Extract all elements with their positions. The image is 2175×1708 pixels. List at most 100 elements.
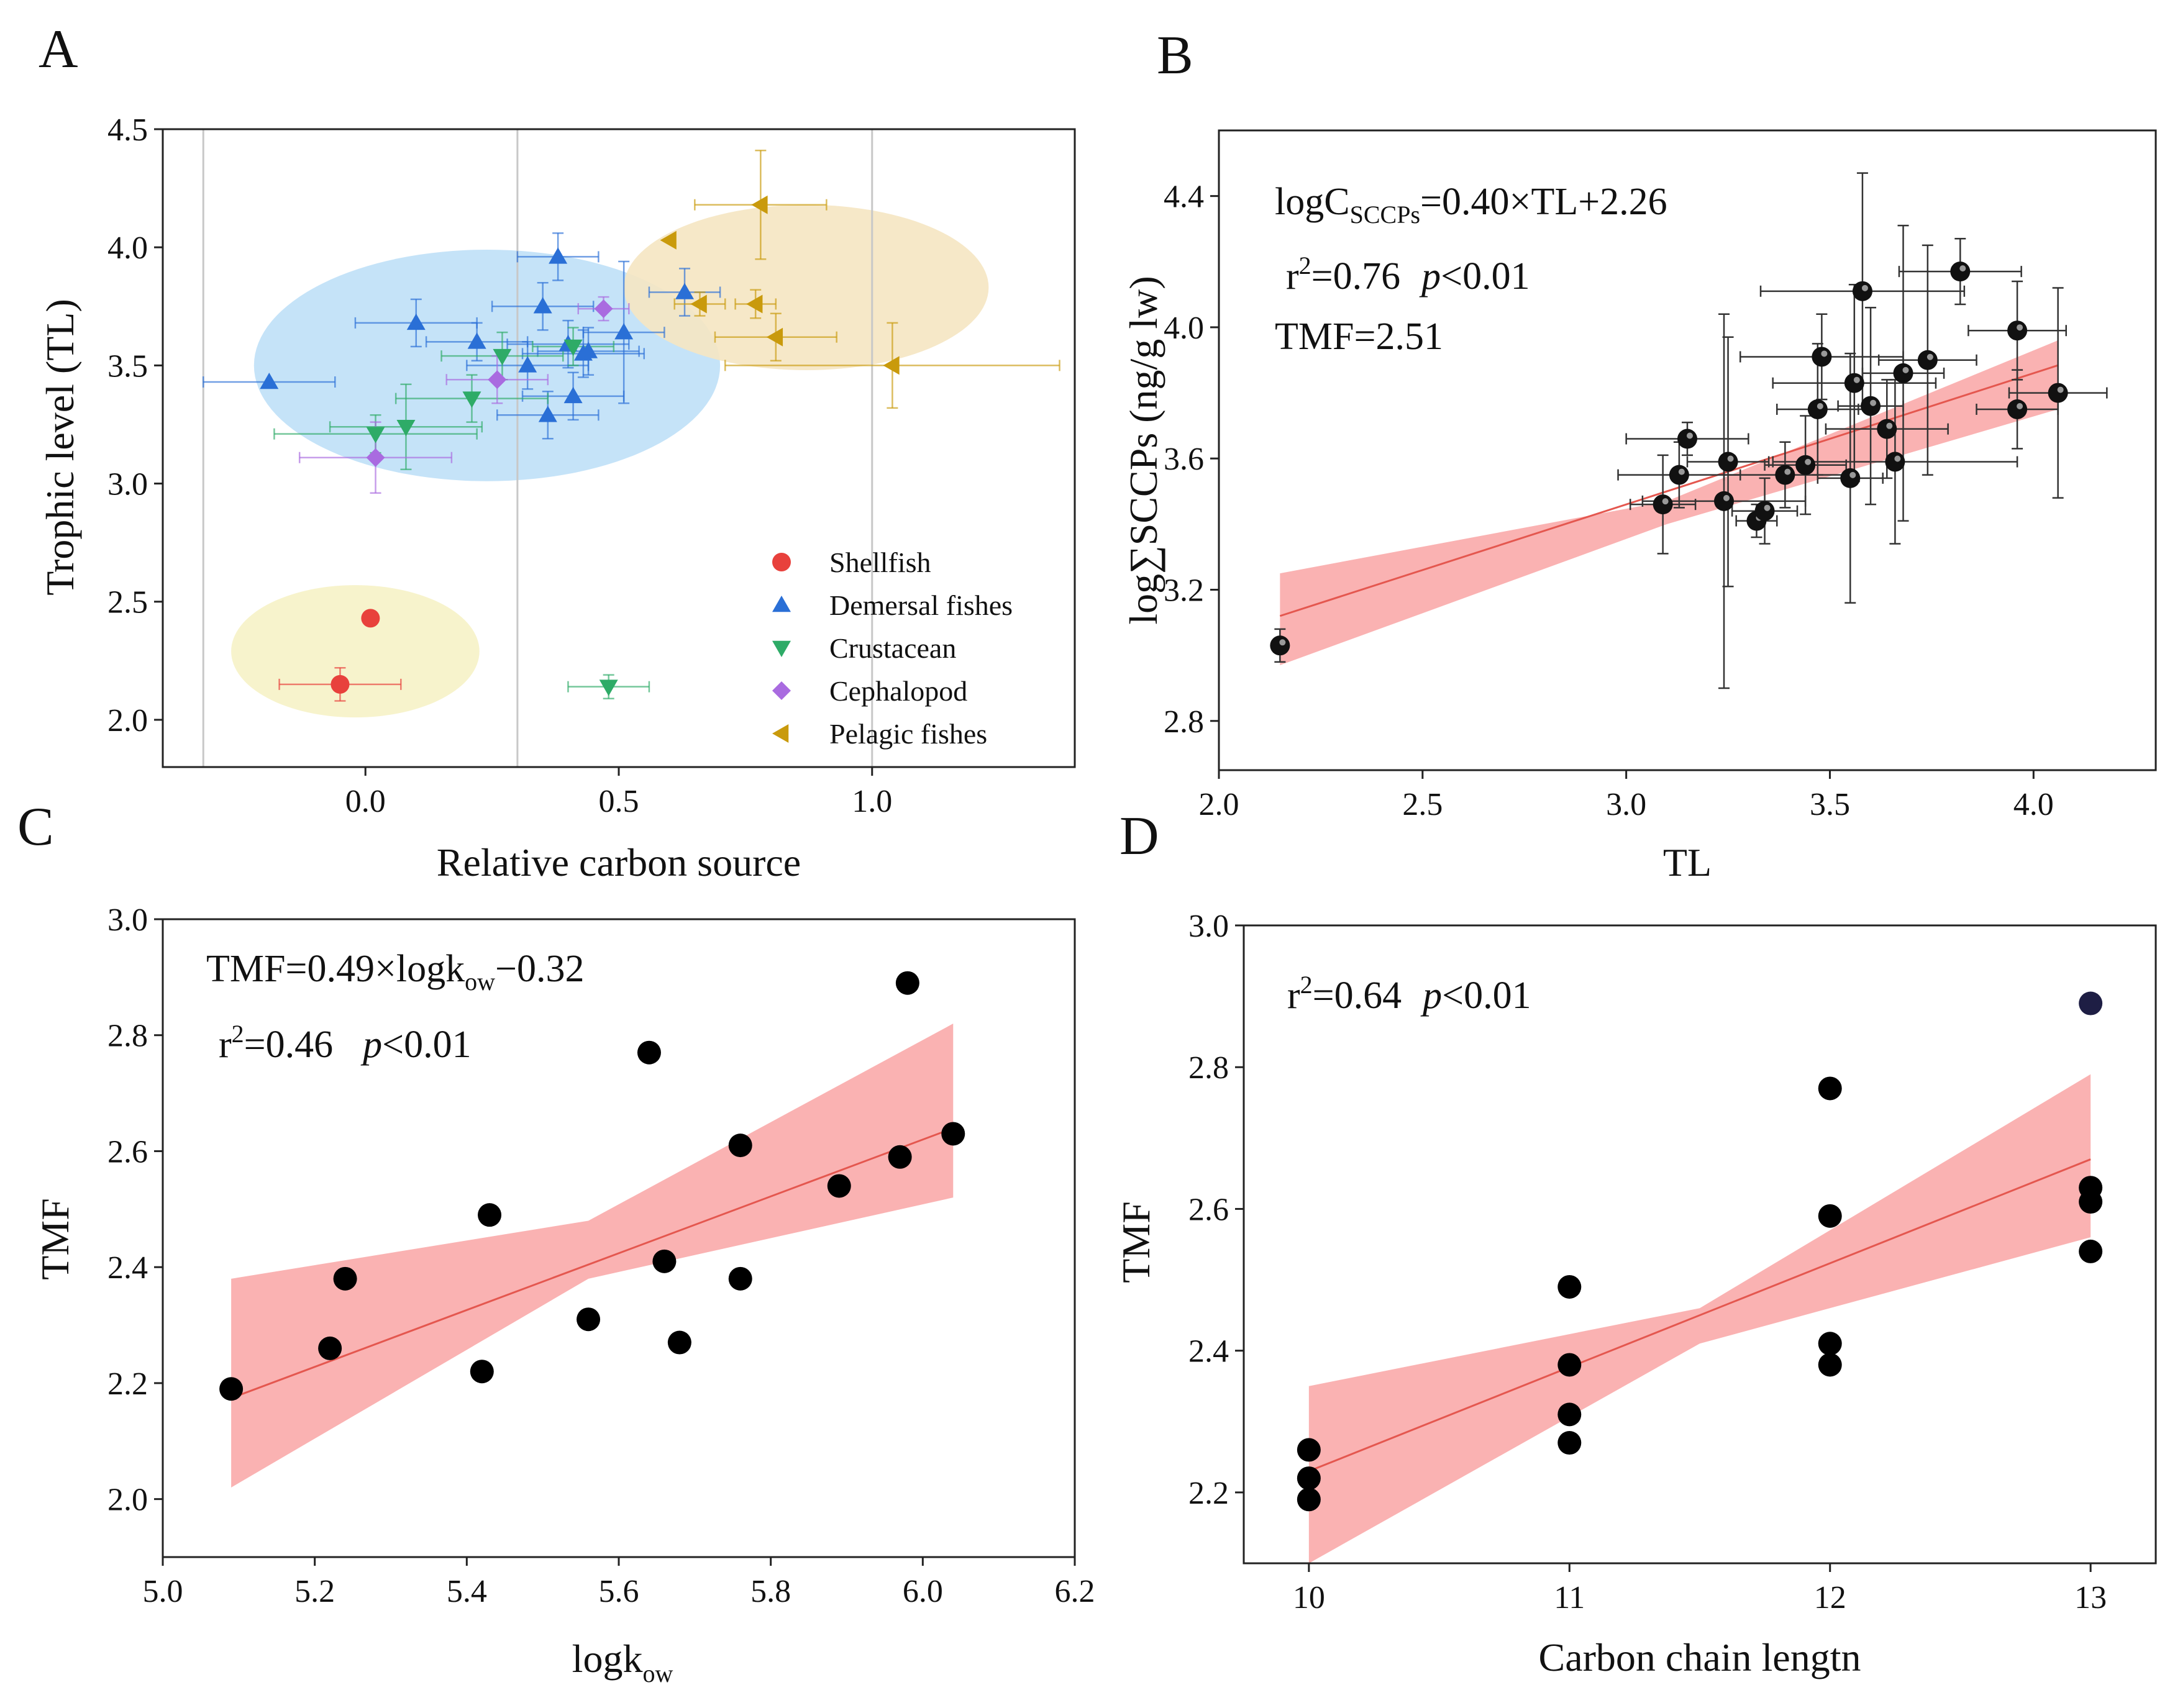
data-point (538, 406, 557, 422)
fit-line (230, 1127, 954, 1399)
data-point (1297, 1438, 1321, 1462)
panel-c-ytick-label: 2.0 (107, 1483, 148, 1518)
panel-b-xtick-label: 3.0 (1606, 787, 1646, 822)
group-ellipse (624, 204, 989, 370)
data-point (1677, 429, 1697, 449)
panel-c-ytick-label: 2.4 (107, 1250, 148, 1286)
data-point (2007, 399, 2028, 419)
data-point (462, 391, 481, 408)
panel-c-equation: TMF=0.49×logkow−0.32 (206, 948, 585, 996)
panel-b-tmf: TMF=2.51 (1275, 316, 1443, 358)
data-point (1861, 396, 1881, 416)
data-point (563, 339, 583, 356)
panel-d-chart: 10 11 12 13 2.2 2.4 2.6 2.8 3.0 Carbon chain len… (1114, 909, 2157, 1679)
panel-b-chart: 2.0 2.5 3.0 3.5 4.0 2.8 3.2 3.6 4.0 4.4 TL log∑SC… (1121, 129, 2157, 884)
panel-c-xlabel: logkow (572, 1637, 673, 1688)
panel-c-xtick-label: 5.8 (750, 1574, 791, 1609)
data-point (219, 1377, 244, 1401)
panel-c-chart: 5.0 5.2 5.4 5.6 5.8 6.0 6.22.02.22.42.62.83.0 … (33, 902, 1095, 1688)
panel-a-chart: 0.0 0.5 1.0 2.0 2.5 3.0 3.5 4.0 4.5 Relative car… (38, 112, 1076, 884)
panel-b-eq-sub: SCCPs (1350, 201, 1420, 229)
data-point (2079, 991, 2103, 1015)
data-point (549, 247, 568, 264)
panel-c-xtick-label: 5.6 (599, 1574, 639, 1609)
data-point (1818, 1332, 1842, 1356)
data-point (1917, 350, 1938, 370)
panel-b-ytick-label: 4.0 (1164, 311, 1204, 346)
legend-label: Pelagic fishes (829, 718, 987, 750)
data-point (1795, 455, 1816, 475)
data-point-highlight (1959, 265, 1966, 272)
data-point-highlight (1784, 468, 1791, 475)
data-point (1840, 468, 1861, 488)
panel-b-r2: r2=0.76 p<0.01 (1286, 252, 1530, 298)
legend-marker (772, 640, 791, 657)
panel-b-eq-prefix: logC (1275, 181, 1350, 223)
data-point-highlight (1678, 468, 1685, 475)
data-point-highlight (1870, 399, 1877, 406)
panel-a-xtick-label: 0.0 (345, 784, 386, 819)
panel-b-equation: logCSCCPs=0.40×TL+2.26 (1275, 181, 1667, 229)
legend-label: Demersal fishes (829, 589, 1013, 621)
data-point (2079, 1239, 2103, 1263)
panel-b-xtick-label: 4.0 (2013, 787, 2054, 822)
panel-d-ytick-label: 3.0 (1188, 909, 1229, 944)
data-point-highlight (1853, 376, 1860, 383)
data-point (1885, 452, 1905, 472)
legend-marker (772, 596, 791, 612)
panel-b-ylabel: log∑SCCPs (ng/g lw) (1121, 276, 1165, 624)
data-point (1754, 501, 1775, 521)
panel-d-xtick-label: 11 (1554, 1580, 1585, 1615)
data-point-highlight (1861, 284, 1868, 291)
data-point (652, 1249, 677, 1273)
data-point (1852, 281, 1872, 301)
data-point-highlight (2017, 324, 2023, 331)
confidence-band (1308, 1074, 2091, 1563)
data-point-highlight (1662, 498, 1669, 505)
group-ellipse (231, 585, 480, 718)
data-point (751, 195, 768, 214)
data-point-highlight (1764, 504, 1771, 511)
panel-c-xtick-label: 6.0 (903, 1574, 943, 1609)
panel-c-ytick-label: 2.2 (107, 1366, 148, 1402)
panel-b-ytick-label: 2.8 (1164, 704, 1204, 740)
data-point (366, 448, 385, 467)
panel-d-r2: r2=0.64 p<0.01 (1287, 971, 1531, 1017)
data-point-highlight (2017, 402, 2023, 409)
panel-label-c: C (17, 797, 54, 857)
fit-line (1279, 364, 2059, 617)
fit-line (1308, 1158, 2091, 1473)
data-point (1844, 373, 1864, 393)
data-point (333, 1266, 357, 1291)
panel-c-xtick-label: 5.0 (143, 1574, 183, 1609)
panel-a-xtick-label: 0.5 (599, 784, 639, 819)
panel-d-ytick-label: 2.4 (1188, 1334, 1229, 1370)
data-point (1718, 452, 1738, 472)
data-point-highlight (1886, 422, 1893, 429)
panel-b-xtick-label: 2.0 (1199, 787, 1239, 822)
data-point (533, 297, 552, 314)
data-point (1818, 1076, 1842, 1101)
data-point (827, 1174, 851, 1198)
panel-a-ylabel: Trophic level (TL) (38, 299, 82, 596)
data-point (888, 1145, 912, 1169)
panel-a-ytick-label: 4.5 (107, 112, 148, 148)
data-point (2048, 383, 2068, 403)
legend-marker (772, 553, 791, 571)
data-point (2007, 320, 2028, 341)
data-point (478, 1203, 502, 1227)
data-point (1653, 494, 1673, 515)
panel-d-xlabel: Carbon chain lengtn (1539, 1635, 1861, 1679)
panel-d-xtick-label: 10 (1293, 1580, 1325, 1615)
panel-d-frame (1243, 924, 2157, 1565)
data-point (331, 675, 350, 694)
panel-d-ytick-label: 2.6 (1188, 1192, 1229, 1227)
confidence-band (231, 1024, 954, 1488)
data-point (1812, 347, 1832, 367)
panel-a-ytick-label: 3.5 (107, 348, 148, 384)
panel-b-xtick-label: 3.5 (1810, 787, 1850, 822)
panel-c-r2: r2=0.46 p<0.01 (219, 1020, 472, 1066)
data-point-highlight (1687, 432, 1693, 439)
legend-marker (772, 724, 789, 743)
data-point-highlight (1849, 471, 1856, 478)
